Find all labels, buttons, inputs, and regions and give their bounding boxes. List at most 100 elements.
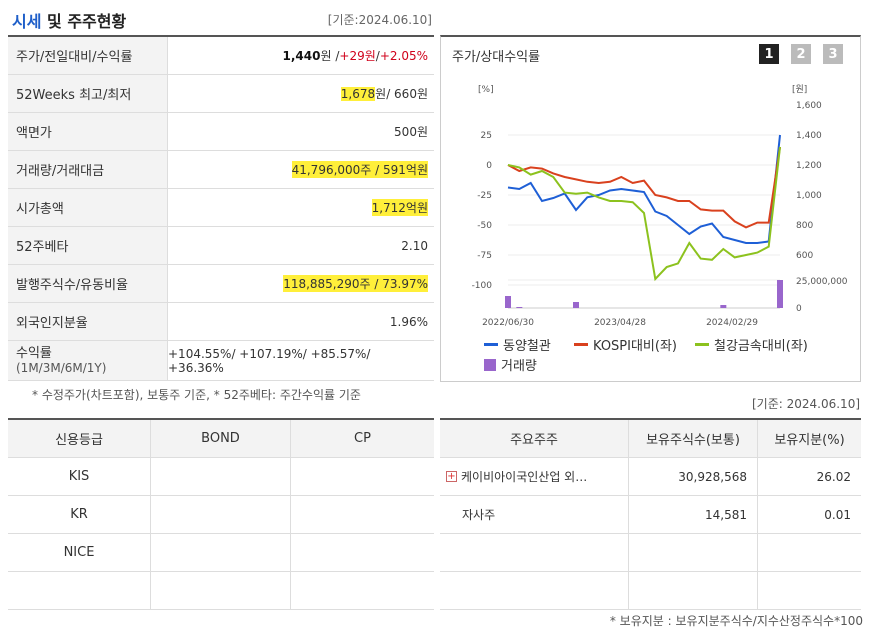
price-chart: [%] [원] 25 0 -25 -50 -75 -100 1,600 1,400 1,200… <box>472 84 848 328</box>
legend-label: KOSPI대비(좌) <box>593 339 677 354</box>
series-line <box>507 146 781 282</box>
y-right-tick-label: 1,000 <box>796 191 822 201</box>
legend-swatch <box>695 343 709 346</box>
row-value: 1,678 원 / 660원 <box>168 75 434 112</box>
returns-sub-label: (1M/3M/6M/1Y) <box>16 360 107 375</box>
table-header-row: 신용등급 BOND CP <box>8 420 434 458</box>
y-right-tick-label: 1,400 <box>796 131 822 141</box>
high-value: 1,678 <box>340 86 376 101</box>
table-row: 외국인지분율 1.96% <box>8 303 434 341</box>
volume-bar <box>573 302 579 308</box>
title-part-a: 시세 <box>12 12 42 31</box>
price-value: 1,440 <box>282 48 321 63</box>
row-label: 수익률 (1M/3M/6M/1Y) <box>8 341 168 380</box>
shareholders-table: 주요주주 보유주식수(보통) 보유지분(%) + 케이비아이국인산업 외… 30… <box>440 418 861 610</box>
series-line <box>507 134 781 244</box>
y-left-tick-label: -25 <box>477 191 492 201</box>
table-row: 거래량/거래대금 41,796,000주 / 591억원 <box>8 151 434 189</box>
chart-tab-3[interactable]: 3 <box>823 44 843 64</box>
price-unit: 원 / <box>320 49 340 63</box>
column-header: 신용등급 <box>8 420 151 457</box>
price-table: 주가/전일대비/수익률 1,440 원 / +29원 / +2.05% 52We… <box>8 35 434 381</box>
volume-bar <box>505 296 511 308</box>
y-left-tick-label: 25 <box>481 131 492 141</box>
chart-tab-1[interactable]: 1 <box>759 44 779 64</box>
volume-value: 41,796,000주 / 591억원 <box>291 161 428 178</box>
cp-rating <box>291 534 434 571</box>
returns-label: 수익률 <box>16 345 52 361</box>
y-right-tick-label: 600 <box>796 251 813 261</box>
row-label: 발행주식수/유동비율 <box>8 265 168 302</box>
table-row: 액면가 500원 <box>8 113 434 151</box>
holder-percent: 0.01 <box>824 507 851 522</box>
row-label: 시가총액 <box>8 189 168 226</box>
holder-percent: 26.02 <box>816 469 851 484</box>
y-right-tick-label: 1,200 <box>796 161 822 171</box>
y-left-tick-label: 0 <box>486 161 492 171</box>
table-row: 자사주 14,581 0.01 <box>440 496 861 534</box>
x-tick-label: 2022/06/30 <box>482 318 534 328</box>
volume-tick-label: 25,000,000 <box>796 277 848 287</box>
holder-name <box>440 534 629 571</box>
legend-label: 동양철관 <box>503 339 551 354</box>
row-value: 1,712억원 <box>168 189 434 226</box>
column-header: 보유지분(%) <box>758 420 861 457</box>
cp-rating <box>291 496 434 533</box>
holder-cell[interactable]: + 케이비아이국인산업 외… <box>440 458 629 495</box>
bond-rating <box>151 534 291 571</box>
column-header: 보유주식수(보통) <box>629 420 758 457</box>
table-row <box>440 572 861 610</box>
base-date: [기준:2024.06.10] <box>327 13 432 27</box>
table-row: KR <box>8 496 434 534</box>
separator: / <box>375 48 380 63</box>
y-left-tick-label: -75 <box>477 251 492 261</box>
chart-tab-2[interactable]: 2 <box>791 44 811 64</box>
row-value: 2.10 <box>401 238 428 253</box>
table-row: 52주베타 2.10 <box>8 227 434 265</box>
row-value: 500원 <box>394 125 428 139</box>
legend-swatch <box>484 343 498 346</box>
y-right-tick-label: 1,600 <box>796 101 822 111</box>
row-label: 액면가 <box>8 113 168 150</box>
low-value: / 660원 <box>386 87 428 101</box>
agency-name <box>8 572 151 609</box>
chart-panel <box>440 35 861 382</box>
x-tick-label: 2024/02/29 <box>706 318 758 328</box>
holder-percent <box>758 534 861 571</box>
legend-steel: 철강금속대비(좌) <box>695 335 808 354</box>
change-percent: +2.05% <box>379 48 428 63</box>
change-value: +29원 <box>339 49 376 63</box>
bond-rating <box>151 496 291 533</box>
row-label: 52Weeks 최고/최저 <box>8 75 168 112</box>
expand-plus-icon[interactable]: + <box>446 471 457 482</box>
series-line <box>507 146 781 229</box>
volume-bar <box>720 305 727 308</box>
legend-volume: 거래량 <box>484 355 537 374</box>
column-header: 주요주주 <box>440 420 629 457</box>
holder-shares: 14,581 <box>629 496 758 533</box>
table-row: 주가/전일대비/수익률 1,440 원 / +29원 / +2.05% <box>8 37 434 75</box>
holder-name: 케이비아이국인산업 외… <box>461 470 588 484</box>
holders-note: * 보유지분 : 보유지분주식수/지수산정주식수*100 <box>609 614 863 628</box>
page-title: 시세 및 주주현황 <box>12 8 126 32</box>
holder-shares: 30,928,568 <box>629 458 758 495</box>
chart-title: 주가/상대수익률 <box>452 50 541 65</box>
table-row: + 케이비아이국인산업 외… 30,928,568 26.02 <box>440 458 861 496</box>
row-label: 외국인지분율 <box>8 303 168 340</box>
cp-rating <box>291 458 434 495</box>
row-value: 1.96% <box>389 314 428 329</box>
legend-kospi: KOSPI대비(좌) <box>574 335 677 354</box>
holders-date: [기준: 2024.06.10] <box>752 397 861 411</box>
row-label: 거래량/거래대금 <box>8 151 168 188</box>
row-value: 118,885,290주 / 73.97% <box>168 265 434 302</box>
y-left-tick-label: -50 <box>477 221 492 231</box>
holder-percent <box>758 572 861 609</box>
holder-shares <box>629 534 758 571</box>
row-value: 1,440 원 / +29원 / +2.05% <box>168 37 434 74</box>
cp-rating <box>291 572 434 609</box>
legend-label: 거래량 <box>501 359 537 374</box>
row-value: 41,796,000주 / 591억원 <box>168 151 434 188</box>
column-header: BOND <box>151 420 291 457</box>
x-tick-label: 2023/04/28 <box>594 318 646 328</box>
price-note: * 수정주가(차트포함), 보통주 기준, * 52주베타: 주간수익률 기준 <box>32 388 361 402</box>
